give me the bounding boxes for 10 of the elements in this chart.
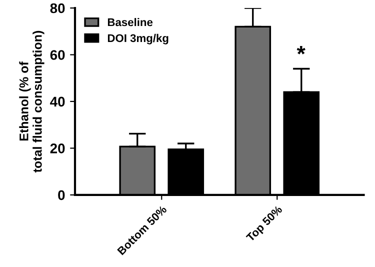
y-axis-title: Ethanol (% of total fluid consumption) xyxy=(19,30,44,172)
legend-label: Baseline xyxy=(108,18,153,26)
y-tick-label: 40 xyxy=(50,96,65,107)
annotation: * xyxy=(296,46,306,54)
y-tick-label: 80 xyxy=(50,3,65,14)
y-tick-label: 0 xyxy=(58,190,65,200)
legend-label: DOI 3mg/kg xyxy=(108,34,168,44)
y-tick-label: 20 xyxy=(50,144,65,154)
y-tick-label: 60 xyxy=(50,50,65,60)
x-tick-label: Top 50% xyxy=(246,205,284,244)
